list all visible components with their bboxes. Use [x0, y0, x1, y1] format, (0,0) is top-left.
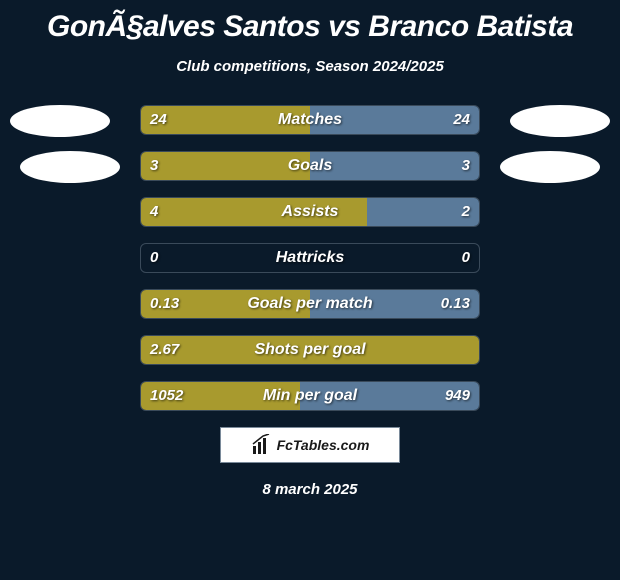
stat-row: 42Assists [0, 197, 620, 227]
stat-row: 1052949Min per goal [0, 381, 620, 411]
stat-rows: 2424Matches 33Goals 42Assists 00Hattricks 0.… [0, 105, 620, 411]
comparison-chart: 2424Matches 33Goals 42Assists 00Hattricks 0.… [0, 105, 620, 411]
page-title: GonÃ§alves Santos vs Branco Batista [0, 0, 620, 44]
date-label: 8 march 2025 [0, 481, 620, 498]
stat-row: 00Hattricks [0, 243, 620, 273]
stat-label: Hattricks [140, 243, 480, 273]
stat-label: Matches [140, 105, 480, 135]
brand-chart-icon [251, 434, 273, 456]
brand-box[interactable]: FcTables.com [220, 427, 400, 463]
stat-row: 0.130.13Goals per match [0, 289, 620, 319]
stat-label: Shots per goal [140, 335, 480, 365]
stat-label: Min per goal [140, 381, 480, 411]
stat-row: 2424Matches [0, 105, 620, 135]
stat-label: Goals [140, 151, 480, 181]
subtitle: Club competitions, Season 2024/2025 [0, 58, 620, 75]
stat-row: 33Goals [0, 151, 620, 181]
brand-text: FcTables.com [277, 437, 370, 453]
stat-label: Assists [140, 197, 480, 227]
stat-label: Goals per match [140, 289, 480, 319]
stat-row: 2.67Shots per goal [0, 335, 620, 365]
